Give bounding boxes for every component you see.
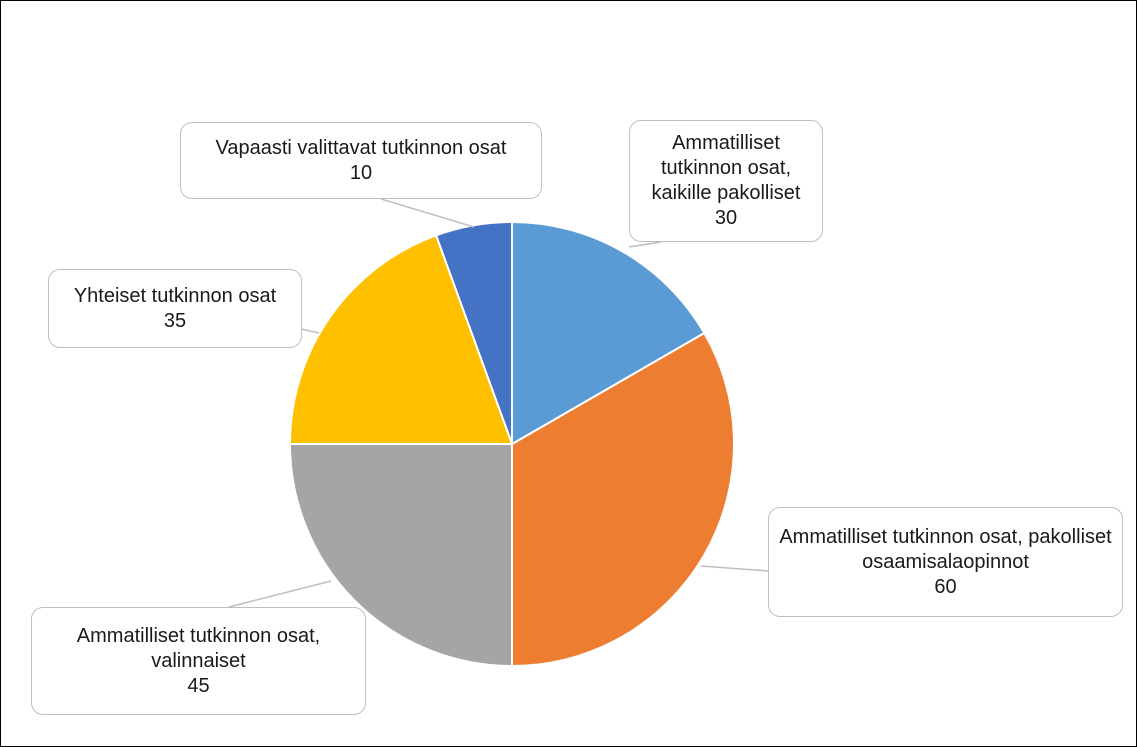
label-category: Yhteiset tutkinnon osat (73, 284, 277, 307)
label-category: Ammatilliset tutkinnon osat, kaikille pa… (651, 132, 801, 204)
label-value: 35 (163, 309, 187, 332)
label-category: Ammatilliset tutkinnon osat, valinnaiset (76, 624, 321, 672)
pie-slice (288, 443, 513, 668)
leader-line (300, 328, 320, 334)
label-category: Vapaasti valittavat tutkinnon osat (215, 136, 507, 159)
pie-slice (288, 234, 514, 445)
label-value: 45 (187, 674, 210, 697)
data-label: Ammatilliset tutkinnon osat, kaikille pa… (629, 120, 823, 242)
leader-line (228, 580, 332, 608)
pie-slice (511, 220, 706, 446)
data-label: Ammatilliset tutkinnon osat, valinnaiset… (31, 607, 366, 715)
label-category: Ammatilliset tutkinnon osat, pakolliset … (779, 525, 1112, 573)
label-value: 10 (349, 161, 373, 184)
leader-line (700, 565, 769, 572)
data-label: Vapaasti valittavat tutkinnon osat 10 (180, 122, 542, 199)
data-label: Ammatilliset tutkinnon osat, pakolliset … (768, 507, 1123, 617)
label-value: 60 (934, 575, 957, 598)
label-value: 30 (714, 207, 738, 229)
leader-lines (228, 198, 769, 608)
leader-line (628, 241, 662, 248)
data-label: Yhteiset tutkinnon osat 35 (48, 269, 302, 348)
pie-slice (511, 331, 735, 668)
leader-line (380, 198, 475, 228)
